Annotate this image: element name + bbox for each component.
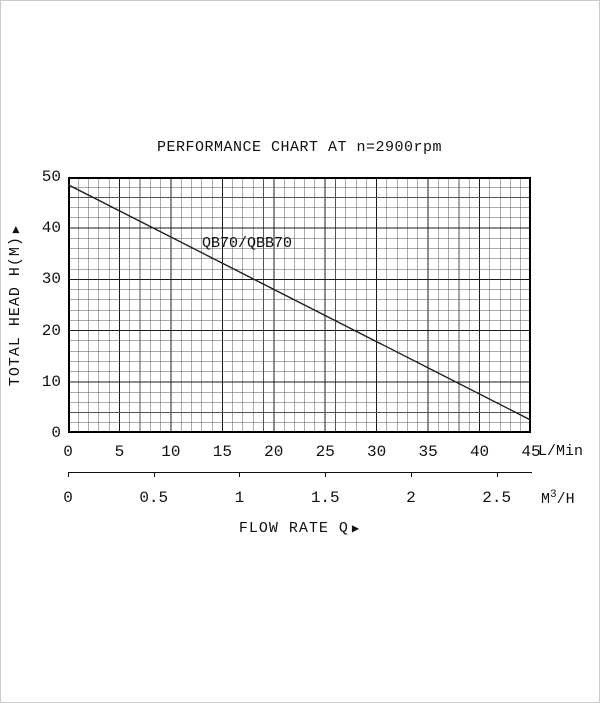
- x-primary-tick-label: 20: [264, 443, 284, 461]
- x-secondary-tick-label: 1.5: [310, 489, 340, 507]
- y-tick-label: 30: [41, 270, 61, 289]
- y-tick-label: 0: [51, 424, 61, 442]
- x-axis-arrow-icon: ▶: [351, 522, 361, 536]
- x2-unit-base: M: [541, 491, 551, 508]
- y-tick-label: 40: [41, 219, 61, 238]
- y-axis-label: TOTAL HEAD H(M)▶: [1, 177, 31, 433]
- x-primary-tick-label: 10: [161, 443, 181, 461]
- x-axis-secondary-unit: M3/H: [541, 489, 575, 508]
- x-secondary-tickmark: [325, 472, 327, 477]
- x-primary-tick-label: 15: [212, 443, 232, 461]
- x-primary-tick-label: 45: [521, 443, 541, 461]
- x-primary-tick-label: 30: [367, 443, 387, 461]
- x-secondary-tick-label: 0: [63, 489, 73, 507]
- series-label: QB70/QBB70: [202, 235, 293, 252]
- performance-curve: [68, 184, 531, 421]
- x-primary-tick-label: 25: [315, 443, 335, 461]
- x2-unit-rest: /H: [556, 491, 575, 508]
- y-axis-label-text: TOTAL HEAD H(M): [7, 235, 25, 386]
- x-axis-primary-unit: L/Min: [538, 443, 584, 460]
- x-secondary-tickmark: [239, 472, 241, 477]
- x-primary-tick-label: 0: [63, 443, 73, 461]
- x-secondary-tick-label: 2: [406, 489, 416, 507]
- x-axis-title-text: FLOW RATE Q: [238, 520, 349, 537]
- x-primary-tick-label: 35: [418, 443, 438, 461]
- x-primary-tick-label: 5: [114, 443, 125, 461]
- chart-title: PERFORMANCE CHART AT n=2900rpm: [156, 139, 443, 156]
- x-secondary-tick-label: 0.5: [139, 489, 169, 507]
- x-primary-tick-label: 40: [469, 443, 490, 461]
- x-secondary-tick-label: 2.5: [482, 489, 512, 507]
- x-axis-title: FLOW RATE Q ▶: [68, 520, 531, 537]
- x2-unit-sup: 3: [550, 489, 557, 501]
- x-secondary-tickmark: [153, 472, 155, 477]
- y-tick-label: 10: [41, 372, 61, 391]
- x-secondary-tickmark: [410, 472, 412, 477]
- y-tick-label: 50: [41, 168, 61, 186]
- plot-border: [68, 177, 531, 433]
- plot-area: [68, 177, 531, 433]
- x-secondary-tick-label: 1: [234, 489, 245, 507]
- y-tick-label: 20: [41, 321, 61, 340]
- x-secondary-tickmark: [496, 472, 498, 477]
- x-secondary-tickmark: [68, 472, 69, 477]
- x-axis-secondary-line: [68, 472, 532, 473]
